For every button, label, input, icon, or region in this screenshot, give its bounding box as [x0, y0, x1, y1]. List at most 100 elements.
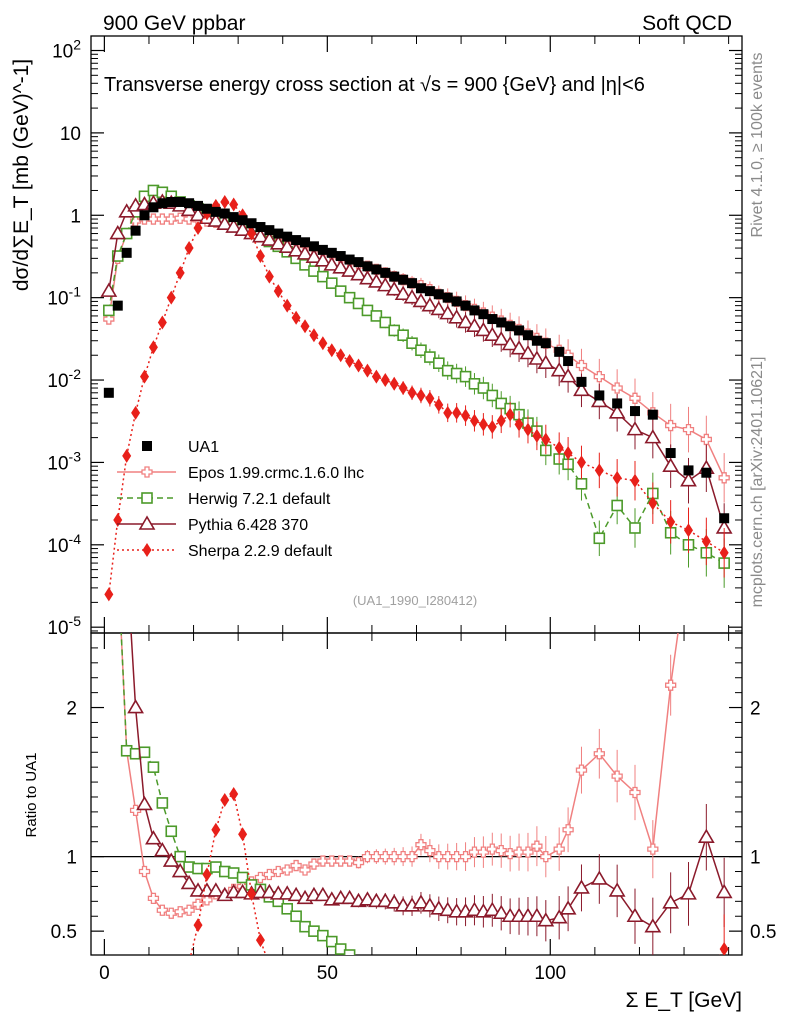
- ratio-point: [406, 850, 418, 863]
- ratio-point: [281, 902, 293, 915]
- legend-entry: Herwig 7.2.1 default: [117, 491, 331, 508]
- ratio-point: [379, 850, 391, 863]
- ratio-point: [343, 949, 356, 955]
- ratio-point: [388, 850, 400, 863]
- ratio-point: [644, 918, 662, 933]
- legend-label: Epos 1.99.crmc.1.6.0 lhc: [188, 465, 364, 482]
- y-tick-label: 102: [52, 37, 81, 63]
- ratio-tick-label: 1: [66, 848, 77, 869]
- ratio-point: [559, 900, 577, 915]
- data-point: [210, 206, 221, 217]
- ratio-tick-label-right: 0.5: [750, 922, 776, 943]
- data-point: [305, 248, 323, 263]
- data-point: [247, 226, 257, 241]
- ratio-point: [255, 933, 265, 948]
- data-point: [626, 421, 644, 436]
- data-point: [523, 422, 533, 437]
- data-point: [611, 382, 623, 394]
- data-point: [630, 473, 640, 488]
- ratio-tick-label: 0.5: [51, 922, 77, 943]
- ratio-point: [513, 846, 525, 858]
- data-point: [353, 257, 364, 268]
- data-point: [296, 245, 314, 260]
- data-point: [389, 376, 399, 391]
- ratio-point: [562, 824, 574, 836]
- ratio-point: [719, 942, 729, 955]
- data-point: [291, 235, 302, 246]
- data-point: [157, 315, 167, 330]
- data-point: [317, 270, 329, 283]
- data-point: [403, 289, 421, 304]
- data-point: [354, 358, 364, 373]
- data-point: [260, 231, 278, 246]
- ratio-point: [211, 822, 221, 837]
- ratio-point: [138, 746, 151, 759]
- data-point: [175, 196, 186, 207]
- ratio-point: [697, 828, 715, 844]
- data-point: [554, 346, 565, 357]
- ratio-point: [495, 844, 507, 857]
- data-point: [157, 198, 168, 209]
- ratio-axis-label: Ratio to UA1: [23, 752, 40, 837]
- ratio-point: [608, 882, 626, 897]
- data-point: [344, 254, 355, 265]
- ratio-point: [370, 850, 383, 863]
- ratio-point: [193, 918, 203, 933]
- data-point: [121, 247, 132, 258]
- ratio-line-epos: [120, 633, 679, 915]
- side-label-top: Rivet 4.1.0, ≥ 100k events: [749, 53, 766, 238]
- data-point: [443, 405, 453, 420]
- data-point: [278, 238, 296, 253]
- data-point: [325, 277, 338, 289]
- data-point: [398, 274, 409, 285]
- ratio-point: [290, 859, 302, 872]
- data-point: [682, 423, 695, 436]
- y-tick-label: 1: [70, 206, 81, 227]
- chart-title: Transverse energy cross section at √s = …: [104, 74, 645, 96]
- data-point: [594, 390, 605, 401]
- data-point: [466, 317, 483, 333]
- data-point: [540, 338, 551, 349]
- ratio-point: [397, 850, 409, 863]
- ratio-point: [466, 901, 483, 917]
- ratio-point: [385, 894, 403, 909]
- data-point: [469, 413, 479, 428]
- ratio-point: [430, 900, 448, 915]
- data-point: [327, 343, 337, 358]
- ratio-point: [459, 850, 472, 863]
- data-point: [496, 317, 507, 328]
- ratio-point: [715, 883, 733, 899]
- data-point: [234, 221, 251, 236]
- ratio-point: [477, 846, 490, 858]
- data-point: [352, 297, 365, 310]
- ratio-point: [174, 850, 186, 863]
- data-point: [100, 282, 118, 297]
- data-point: [629, 392, 641, 404]
- legend-entry: Pythia 6.428 370: [117, 515, 308, 534]
- data-point: [460, 300, 471, 311]
- data-point: [282, 231, 293, 242]
- data-point: [505, 321, 516, 332]
- data-point: [308, 241, 319, 252]
- data-point: [269, 235, 287, 250]
- data-point: [665, 419, 677, 432]
- data-point: [229, 197, 239, 212]
- data-point: [103, 387, 114, 398]
- data-point: [477, 382, 490, 394]
- data-point: [510, 340, 528, 355]
- ratio-point: [317, 929, 329, 942]
- data-point: [459, 370, 472, 383]
- ratio-point: [531, 840, 543, 852]
- legend-label: Pythia 6.428 370: [188, 517, 308, 534]
- data-point: [416, 388, 426, 403]
- data-point: [193, 221, 203, 236]
- y-tick-label: 10: [60, 124, 81, 145]
- data-point: [421, 297, 439, 312]
- y-tick-label: 10-1: [47, 284, 81, 310]
- legend-label: UA1: [188, 439, 219, 456]
- data-point: [683, 523, 693, 538]
- data-point: [412, 292, 430, 308]
- data-point: [397, 329, 409, 342]
- data-point: [648, 496, 658, 511]
- data-point: [359, 270, 376, 285]
